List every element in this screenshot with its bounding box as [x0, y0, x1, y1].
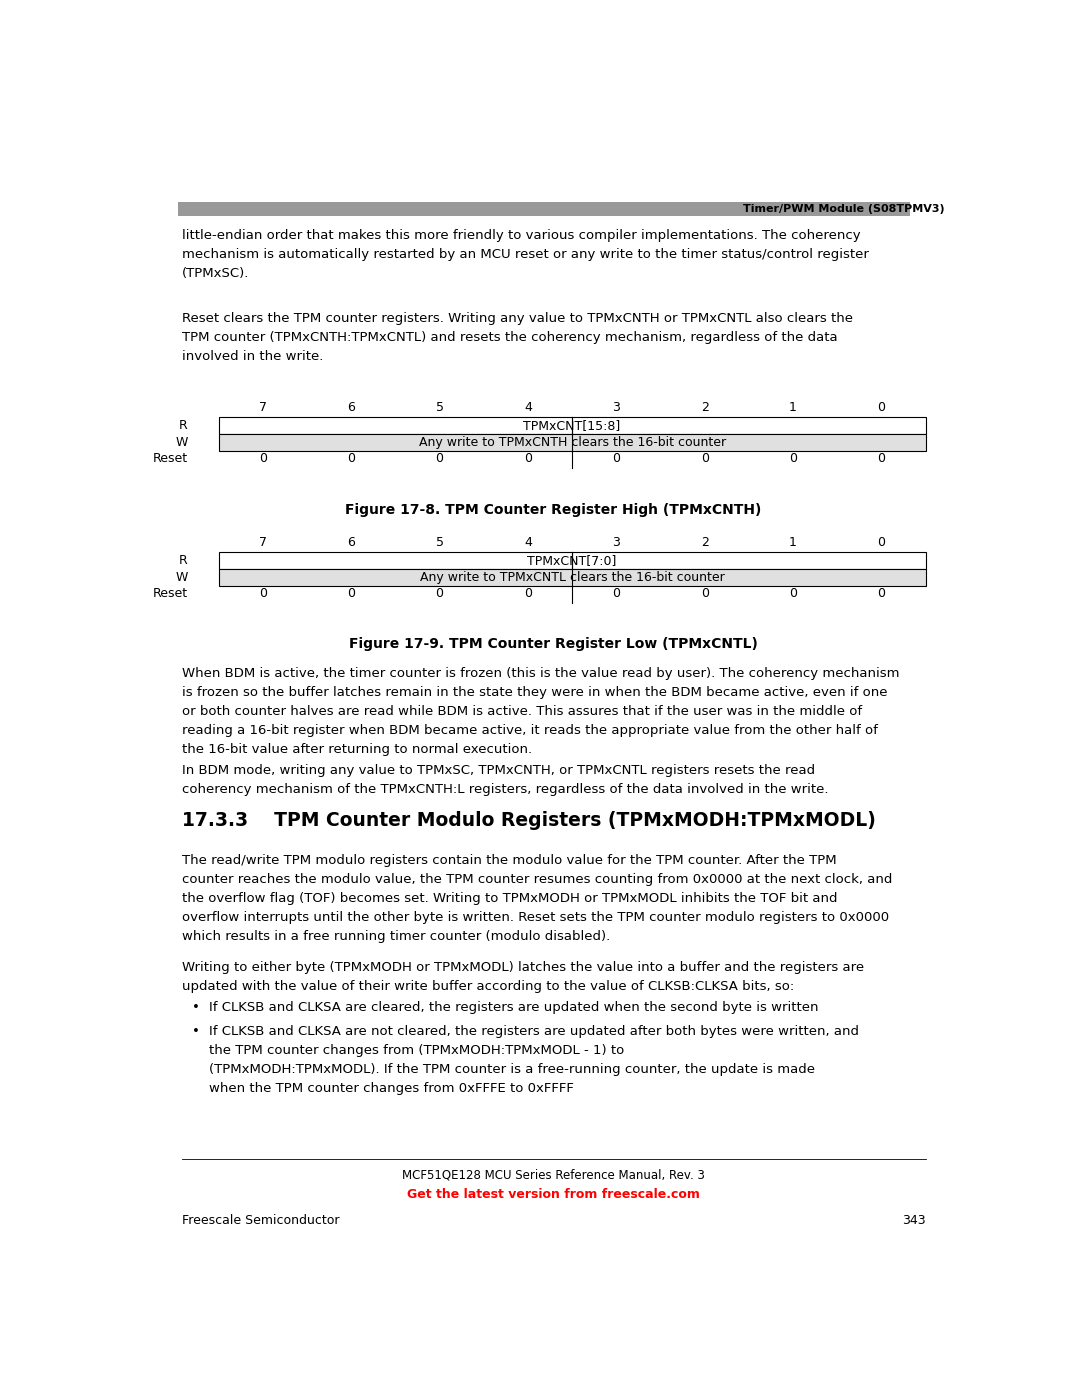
- Bar: [218, 434, 926, 451]
- Text: 0: 0: [612, 587, 620, 599]
- Text: 0: 0: [877, 401, 886, 414]
- Text: When BDM is active, the timer counter is frozen (this is the value read by user): When BDM is active, the timer counter is…: [181, 666, 899, 756]
- Text: Reset: Reset: [152, 587, 188, 599]
- Text: Reset clears the TPM counter registers. Writing any value to TPMxCNTH or TPMxCNT: Reset clears the TPM counter registers. …: [181, 313, 852, 363]
- Bar: [218, 418, 926, 434]
- Text: 343: 343: [902, 1214, 926, 1228]
- Text: little-endian order that makes this more friendly to various compiler implementa: little-endian order that makes this more…: [181, 229, 868, 281]
- Text: The read/write TPM modulo registers contain the modulo value for the TPM counter: The read/write TPM modulo registers cont…: [181, 855, 892, 943]
- Text: 3: 3: [612, 401, 620, 414]
- Text: MCF51QE128 MCU Series Reference Manual, Rev. 3: MCF51QE128 MCU Series Reference Manual, …: [402, 1169, 705, 1182]
- Text: R: R: [179, 553, 188, 567]
- Bar: [177, 203, 910, 217]
- Text: 0: 0: [877, 536, 886, 549]
- Text: Any write to TPMxCNTL clears the 16-bit counter: Any write to TPMxCNTL clears the 16-bit …: [420, 571, 725, 584]
- Text: 2: 2: [701, 536, 708, 549]
- Text: Reset: Reset: [152, 453, 188, 465]
- Text: 6: 6: [348, 401, 355, 414]
- Text: Figure 17-9. TPM Counter Register Low (TPMxCNTL): Figure 17-9. TPM Counter Register Low (T…: [349, 637, 758, 651]
- Text: If CLKSB and CLKSA are not cleared, the registers are updated after both bytes w: If CLKSB and CLKSA are not cleared, the …: [208, 1025, 859, 1095]
- Text: 0: 0: [701, 587, 708, 599]
- Text: 1: 1: [789, 536, 797, 549]
- Text: 0: 0: [877, 453, 886, 465]
- Text: 0: 0: [524, 453, 532, 465]
- Text: Writing to either byte (TPMxMODH or TPMxMODL) latches the value into a buffer an: Writing to either byte (TPMxMODH or TPMx…: [181, 961, 864, 993]
- Text: Get the latest version from freescale.com: Get the latest version from freescale.co…: [407, 1187, 700, 1201]
- Text: W: W: [175, 436, 188, 448]
- Text: R: R: [179, 419, 188, 432]
- Text: Figure 17-8. TPM Counter Register High (TPMxCNTH): Figure 17-8. TPM Counter Register High (…: [346, 503, 761, 517]
- Text: W: W: [175, 571, 188, 584]
- Text: •: •: [191, 1000, 200, 1014]
- Text: 0: 0: [435, 587, 444, 599]
- Text: 3: 3: [612, 536, 620, 549]
- Text: 5: 5: [435, 401, 444, 414]
- Bar: [218, 569, 926, 585]
- Text: 0: 0: [789, 587, 797, 599]
- Text: 0: 0: [877, 587, 886, 599]
- Text: 0: 0: [348, 587, 355, 599]
- Text: 7: 7: [259, 401, 267, 414]
- Text: 0: 0: [435, 453, 444, 465]
- Text: Freescale Semiconductor: Freescale Semiconductor: [181, 1214, 339, 1228]
- Text: 6: 6: [348, 536, 355, 549]
- Text: TPMxCNT[15:8]: TPMxCNT[15:8]: [524, 419, 621, 432]
- Text: 0: 0: [259, 453, 267, 465]
- Text: 0: 0: [348, 453, 355, 465]
- Text: In BDM mode, writing any value to TPMxSC, TPMxCNTH, or TPMxCNTL registers resets: In BDM mode, writing any value to TPMxSC…: [181, 764, 828, 796]
- Text: 5: 5: [435, 536, 444, 549]
- Text: •: •: [191, 1025, 200, 1038]
- Text: TPMxCNT[7:0]: TPMxCNT[7:0]: [527, 553, 617, 567]
- Text: 4: 4: [524, 401, 531, 414]
- Text: 0: 0: [612, 453, 620, 465]
- Text: 0: 0: [789, 453, 797, 465]
- Text: Any write to TPMxCNTH clears the 16-bit counter: Any write to TPMxCNTH clears the 16-bit …: [419, 436, 726, 448]
- Text: 0: 0: [524, 587, 532, 599]
- Bar: [218, 552, 926, 569]
- Text: 4: 4: [524, 536, 531, 549]
- Text: 17.3.3    TPM Counter Modulo Registers (TPMxMODH:TPMxMODL): 17.3.3 TPM Counter Modulo Registers (TPM…: [181, 810, 876, 830]
- Text: If CLKSB and CLKSA are cleared, the registers are updated when the second byte i: If CLKSB and CLKSA are cleared, the regi…: [208, 1000, 819, 1014]
- Text: Timer/PWM Module (S08TPMV3): Timer/PWM Module (S08TPMV3): [743, 204, 945, 214]
- Text: 0: 0: [701, 453, 708, 465]
- Text: 0: 0: [259, 587, 267, 599]
- Text: 1: 1: [789, 401, 797, 414]
- Text: 2: 2: [701, 401, 708, 414]
- Text: 7: 7: [259, 536, 267, 549]
